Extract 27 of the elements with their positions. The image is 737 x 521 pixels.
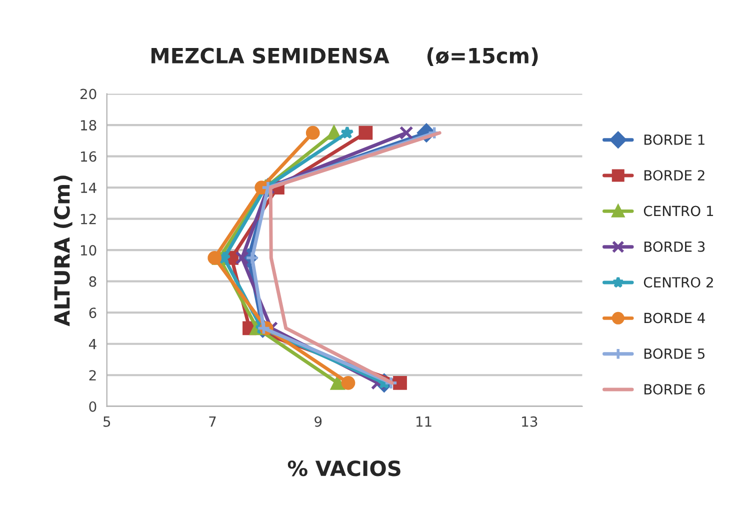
y-tick-label: 18 [80,120,96,131]
y-tick-label: 14 [80,182,96,193]
legend-label: CENTRO 1 [644,206,714,216]
legend-label: BORDE 1 [644,134,704,145]
x-tick-label: 7 [209,416,216,427]
legend-label: BORDE 4 [644,312,705,324]
y-tick-label: 10 [80,245,96,256]
y-tick-label: 6 [89,308,96,318]
legend-label: CENTRO 2 [644,277,713,288]
x-tick-label: 11 [416,416,432,427]
legend-label: BORDE 3 [644,241,705,252]
x-tick-label: 9 [314,416,322,427]
y-tick-label: 8 [89,276,96,287]
legend-label: BORDE 5 [644,348,705,359]
x-axis-title: % VACIOS [288,460,400,476]
x-tick-label: 13 [522,416,538,427]
y-tick-label: 12 [80,214,96,224]
y-tick-label: 0 [89,401,96,412]
legend-label: BORDE 2 [644,170,704,181]
x-tick-label: 5 [104,416,110,427]
y-tick-label: 16 [80,151,96,162]
y-tick-label: 4 [88,339,96,350]
y-axis-title: ALTURA (Cm) [54,176,72,326]
legend-label: BORDE 6 [644,384,705,395]
y-tick-label: 2 [89,370,96,380]
chart-title: MEZCLA SEMIDENSA (ø=15cm) [151,47,538,66]
y-tick-label: 20 [80,88,96,100]
